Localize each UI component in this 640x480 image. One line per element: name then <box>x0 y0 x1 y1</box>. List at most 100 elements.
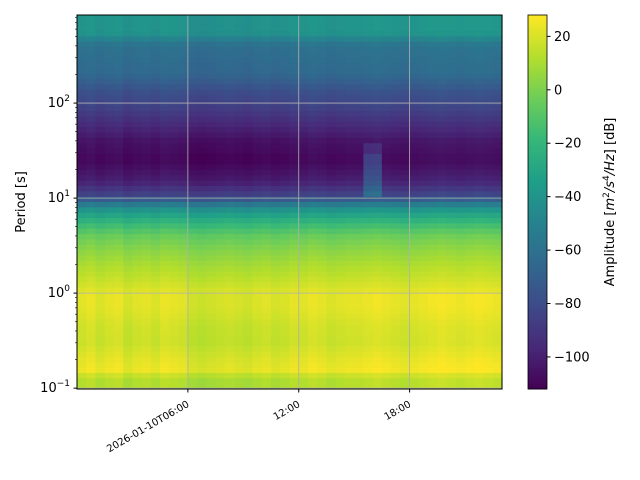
heatmap-cell <box>132 111 143 118</box>
heatmap-cell <box>335 95 346 102</box>
heatmap-cell <box>418 362 429 369</box>
colorbar-swatch <box>528 204 547 208</box>
heatmap-cell <box>113 31 124 37</box>
heatmap-cell <box>446 79 457 86</box>
heatmap-cell <box>409 89 420 96</box>
heatmap-cell <box>391 132 401 139</box>
heatmap-cell <box>215 378 226 385</box>
heatmap-cell <box>483 351 494 358</box>
heatmap-cell <box>77 255 87 262</box>
heatmap-cell <box>234 31 244 37</box>
heatmap-cell <box>132 153 143 160</box>
heatmap-cell <box>252 244 263 251</box>
heatmap-cell <box>141 57 152 64</box>
heatmap-cell <box>455 148 466 155</box>
heatmap-cell <box>317 41 328 48</box>
heatmap-cell <box>298 271 309 278</box>
heatmap-cell <box>86 287 97 294</box>
colorbar-swatch <box>528 169 547 174</box>
heatmap-cell <box>132 25 143 32</box>
colorbar-swatch <box>528 356 547 361</box>
heatmap-cell <box>298 292 309 299</box>
heatmap-cell <box>289 105 300 112</box>
heatmap-cell <box>344 362 355 369</box>
heatmap-cell <box>335 292 346 299</box>
heatmap-cell <box>298 282 309 289</box>
heatmap-cell <box>391 367 401 374</box>
heatmap-cell <box>280 319 291 326</box>
heatmap-cell <box>391 324 401 331</box>
heatmap-cell <box>409 298 420 305</box>
heatmap-cell <box>215 121 226 128</box>
heatmap-cell <box>446 180 457 187</box>
heatmap-cell <box>252 292 263 299</box>
heatmap-cell <box>344 276 355 283</box>
heatmap-cell <box>243 180 254 187</box>
heatmap-cell <box>372 276 383 283</box>
colorbar-swatch <box>528 92 547 96</box>
heatmap-cell <box>326 298 337 305</box>
heatmap-cell <box>224 303 235 310</box>
heatmap-cell <box>483 111 494 118</box>
heatmap-cell <box>187 31 198 37</box>
heatmap-cell <box>483 116 494 123</box>
heatmap-cell <box>132 95 143 102</box>
heatmap-cell <box>132 84 143 91</box>
colorbar-swatch <box>528 143 547 147</box>
heatmap-cell <box>492 15 503 21</box>
heatmap-cell <box>280 25 291 32</box>
heatmap-cell <box>215 266 226 273</box>
heatmap-cell <box>187 276 198 283</box>
heatmap-cell <box>150 89 161 96</box>
heatmap-cell <box>335 111 346 118</box>
heatmap-cell <box>77 153 87 160</box>
heatmap-cell <box>465 84 475 91</box>
heatmap-cell <box>234 255 244 262</box>
heatmap-cell <box>261 47 272 53</box>
heatmap-cell <box>474 95 485 102</box>
heatmap-cell <box>86 234 97 240</box>
heatmap-cell <box>86 351 97 358</box>
heatmap-cell <box>455 84 466 91</box>
heatmap-cell <box>455 52 466 59</box>
colorbar-swatch <box>528 60 547 64</box>
heatmap-cell <box>187 287 198 294</box>
heatmap-cell <box>317 153 328 160</box>
heatmap-cell <box>169 228 180 235</box>
heatmap-cell <box>141 335 152 342</box>
heatmap-cell <box>335 79 346 86</box>
heatmap-cell <box>455 340 466 347</box>
heatmap-cell <box>104 234 115 240</box>
heatmap-cell <box>418 298 429 305</box>
heatmap-cell <box>372 212 383 219</box>
heatmap-cell <box>437 346 448 353</box>
heatmap-cell <box>307 330 318 337</box>
heatmap-cell <box>455 308 466 315</box>
heatmap-cell <box>307 314 318 321</box>
heatmap-cell <box>280 223 291 230</box>
heatmap-cell <box>95 308 106 315</box>
heatmap-cell <box>252 378 263 385</box>
heatmap-cell <box>261 202 272 208</box>
spectrogram-heatmap <box>77 15 503 390</box>
heatmap-cell <box>446 89 457 96</box>
heatmap-cell <box>104 324 115 331</box>
heatmap-cell <box>307 41 318 48</box>
heatmap-cell <box>437 223 448 230</box>
heatmap-cell <box>381 330 392 337</box>
heatmap-cell <box>104 308 115 315</box>
heatmap-cell <box>298 367 309 374</box>
heatmap-cell <box>381 298 392 305</box>
heatmap-cell <box>317 89 328 96</box>
heatmap-cell <box>86 116 97 123</box>
heatmap-cell <box>104 132 115 139</box>
heatmap-cell <box>224 143 235 150</box>
heatmap-cell <box>289 137 300 144</box>
heatmap-cell <box>261 239 272 246</box>
heatmap-cell <box>95 298 106 305</box>
heatmap-cell <box>400 191 411 198</box>
heatmap-cell <box>317 239 328 246</box>
heatmap-cell <box>317 47 328 53</box>
heatmap-cell <box>280 298 291 305</box>
heatmap-cell <box>428 239 438 246</box>
